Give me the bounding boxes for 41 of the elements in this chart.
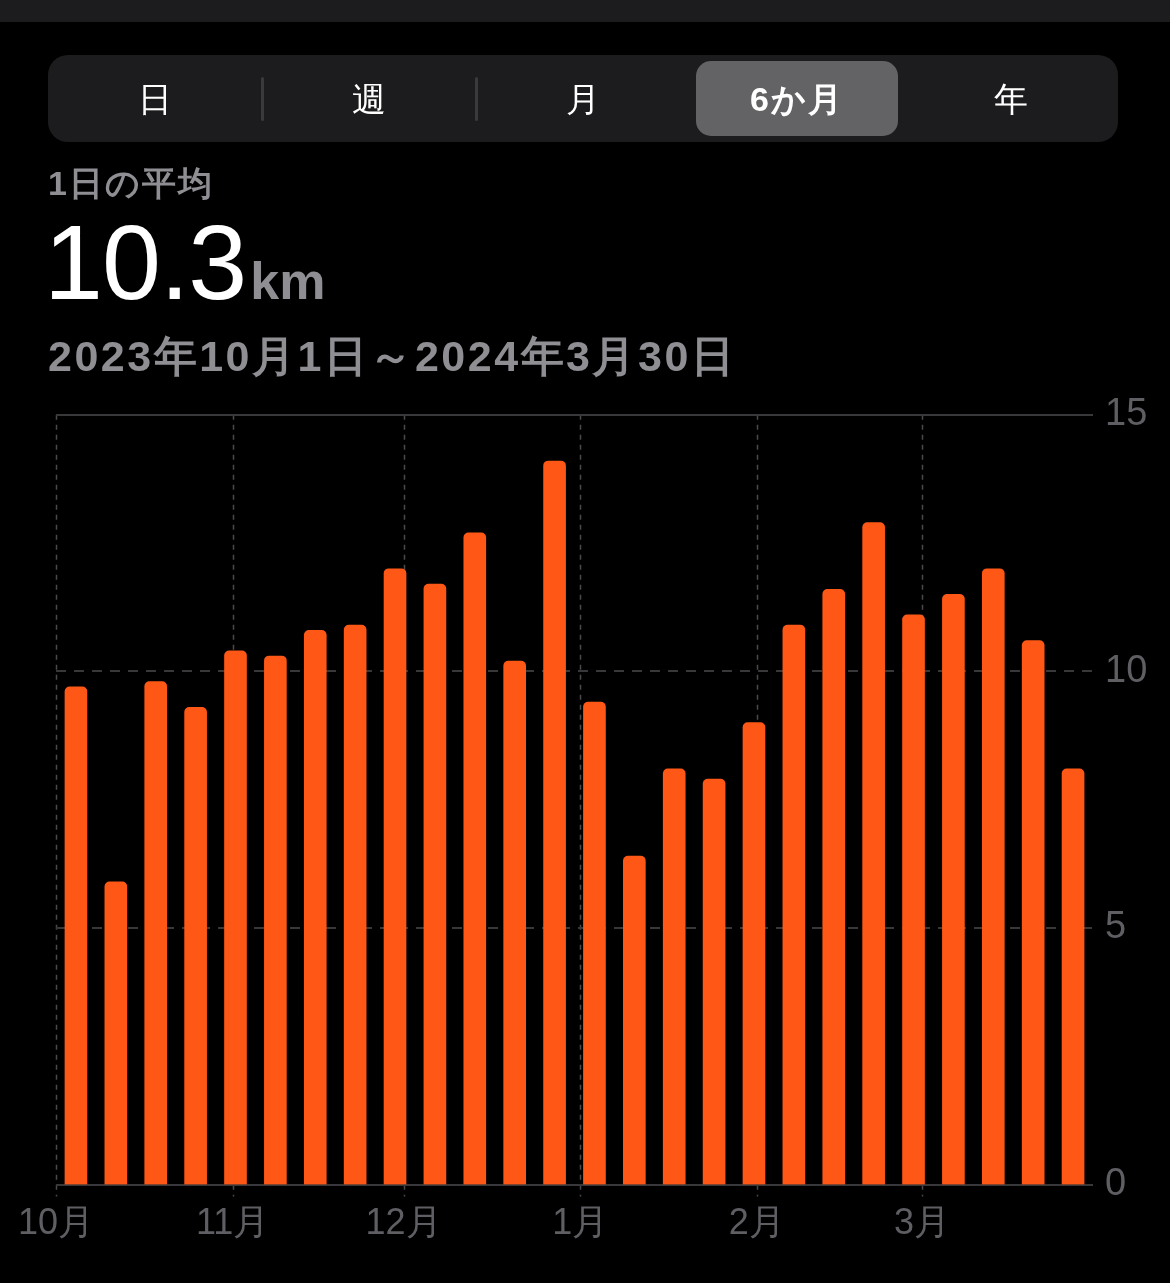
segmented-control: 日 週 月 6か月 年 (48, 55, 1118, 142)
y-tick-label: 5 (1105, 904, 1127, 947)
bar (1061, 768, 1085, 1185)
y-tick-label: 0 (1105, 1160, 1127, 1203)
bar (942, 594, 965, 1185)
bar (862, 522, 885, 1185)
bar (104, 881, 128, 1185)
bar (702, 778, 726, 1185)
bar (423, 583, 447, 1185)
bar (782, 624, 806, 1185)
bar (343, 624, 367, 1185)
bar (224, 650, 247, 1185)
bar (543, 460, 566, 1185)
chart-title: 1日の平均 (48, 163, 214, 203)
bar (184, 706, 207, 1185)
bar (463, 532, 487, 1185)
y-tick-label: 15 (1105, 391, 1148, 434)
selected-tab: 6か月 (696, 61, 898, 136)
bar (742, 722, 766, 1185)
x-tick-label: 1月 (552, 1201, 609, 1243)
x-tick-label: 2月 (728, 1201, 785, 1243)
x-tick-label: 11月 (195, 1201, 270, 1243)
bar (383, 568, 407, 1185)
x-tick-label: 3月 (894, 1201, 951, 1243)
bar (981, 568, 1005, 1185)
chart-subtitle: 2023年10月1日～2024年3月30日 (48, 331, 737, 381)
bar (902, 614, 925, 1185)
bar (303, 629, 327, 1185)
bar (64, 686, 88, 1185)
bar (822, 588, 846, 1185)
bar (264, 655, 287, 1185)
bar (503, 660, 527, 1185)
bar (583, 701, 606, 1185)
bar (1021, 640, 1045, 1185)
x-tick-label: 10月 (18, 1201, 95, 1243)
y-tick-label: 10 (1105, 647, 1148, 690)
x-tick-label: 12月 (365, 1201, 442, 1243)
bar (662, 768, 686, 1185)
text: 10.3km (44, 203, 326, 321)
bar (623, 855, 646, 1185)
bar (144, 681, 168, 1185)
